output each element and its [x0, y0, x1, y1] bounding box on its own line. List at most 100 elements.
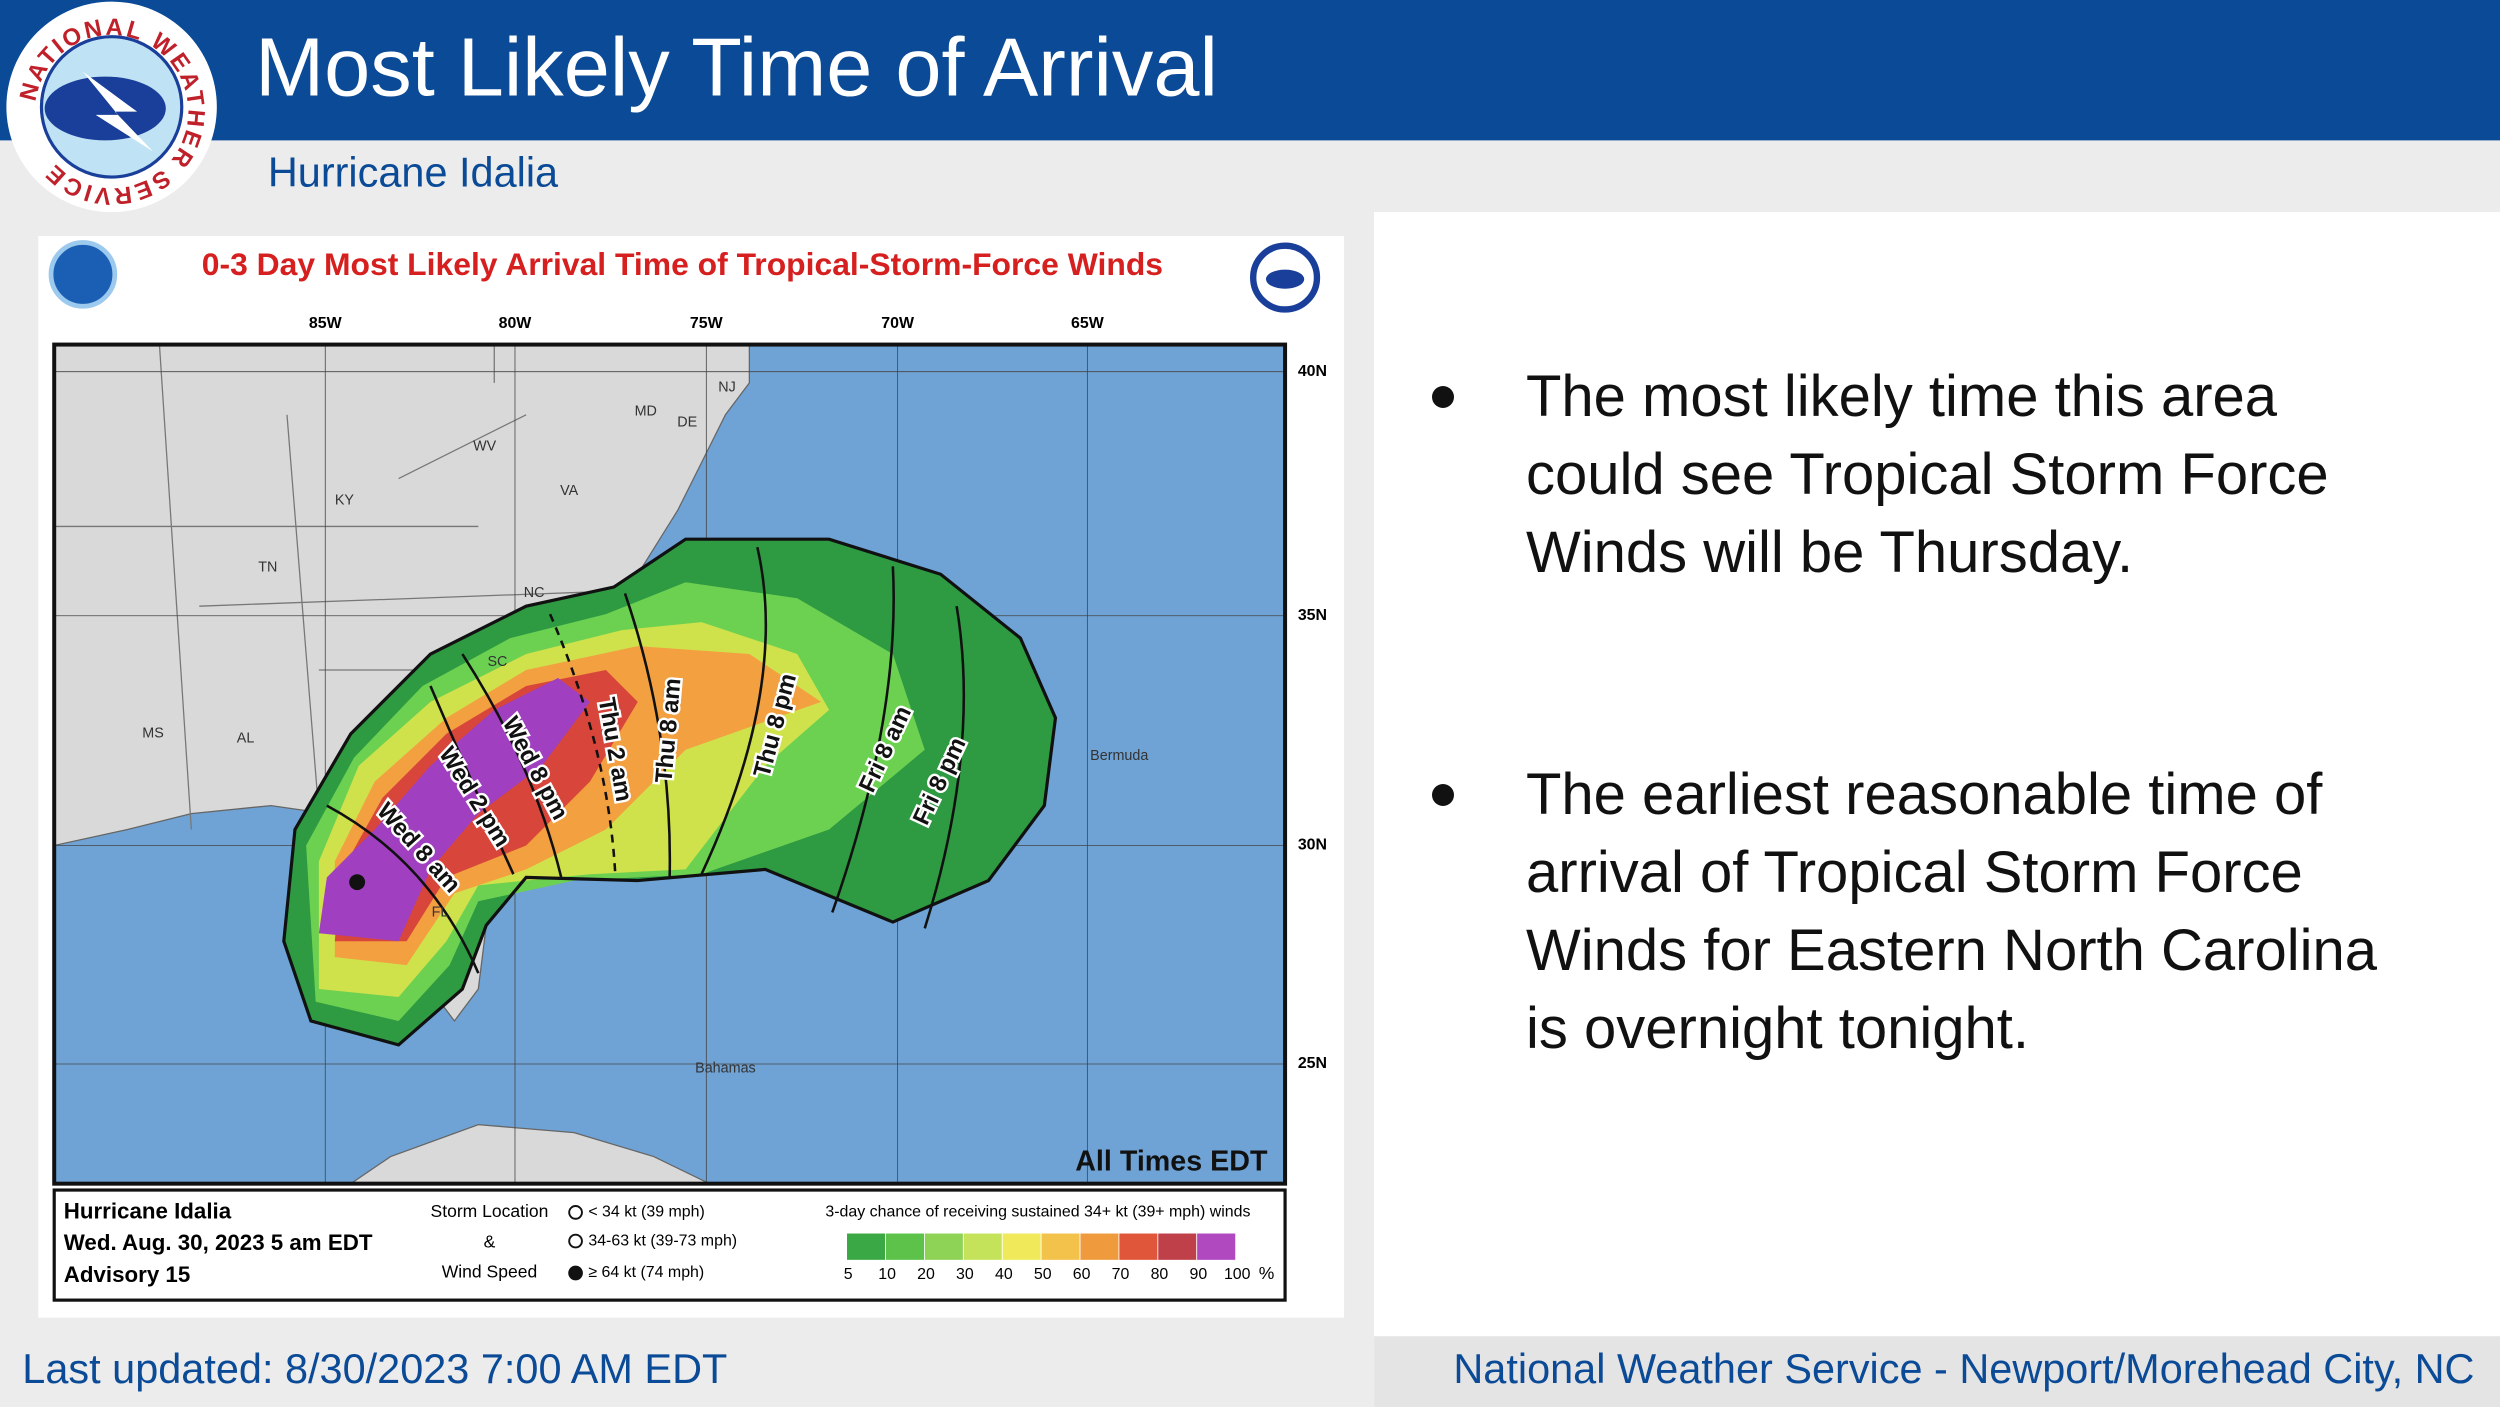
cone-outline	[282, 537, 1058, 1047]
legend-box	[52, 1188, 1287, 1302]
footer-updated: Last updated: 8/30/2023 7:00 AM EDT	[22, 1345, 727, 1392]
legend-scale-label: 90	[1189, 1266, 1207, 1283]
noaa-logo	[48, 240, 118, 309]
legend-chance-title: 3-day chance of receiving sustained 34+ …	[825, 1204, 1250, 1221]
place-label: MS	[142, 726, 164, 742]
place-label: VA	[560, 483, 578, 499]
legend-symbol	[568, 1205, 583, 1220]
header-bar	[0, 0, 2500, 141]
place-label: TN	[258, 560, 277, 576]
legend-scale-label: 80	[1151, 1266, 1169, 1283]
legend-storm: Hurricane Idalia	[64, 1198, 232, 1223]
legend-scale-label: 100	[1224, 1266, 1251, 1283]
bullet-panel: The most likely time this area could see …	[1374, 212, 2500, 1336]
footer-office: National Weather Service - Newport/Moreh…	[1453, 1345, 2474, 1392]
legend-swatch	[846, 1232, 886, 1261]
map-frame	[52, 342, 1288, 1186]
storm-center	[349, 874, 366, 891]
place-label: SC	[487, 654, 507, 670]
legend-scale-label: 20	[917, 1266, 935, 1283]
longitude-label: 70W	[881, 315, 915, 332]
bullet-line: Winds will be Thursday.	[1526, 520, 2134, 585]
place-label: DE	[677, 415, 697, 431]
legend-scale-label: 30	[956, 1266, 974, 1283]
place-label: FL	[432, 904, 449, 920]
place-label: MD	[635, 403, 657, 419]
subtitle: Hurricane Idalia	[268, 148, 559, 195]
place-label: WV	[473, 438, 497, 454]
place-label: Bermuda	[1090, 748, 1148, 764]
legend-swatch	[885, 1232, 925, 1261]
legend-swatch	[1118, 1232, 1159, 1261]
bullet-dot	[1432, 386, 1454, 408]
legend-symbol-label: ≥ 64 kt (74 mph)	[588, 1264, 704, 1281]
logo-cloud	[44, 76, 166, 141]
place-label: Bahamas	[695, 1061, 756, 1077]
place-label: NC	[524, 585, 545, 601]
bullet-line: is overnight tonight.	[1526, 996, 2029, 1061]
longitude-label: 85W	[309, 315, 343, 332]
legend-swatch	[924, 1232, 964, 1261]
wind-band	[318, 677, 590, 942]
place-label: NJ	[718, 379, 736, 395]
latitude-label: 40N	[1298, 363, 1327, 380]
longitude-label: 75W	[690, 315, 724, 332]
legend-scale-label: 40	[995, 1266, 1013, 1283]
time-contour	[700, 546, 768, 875]
footer-right	[1374, 1336, 2500, 1407]
legend-swatch	[1079, 1232, 1120, 1261]
legend-symbol-title: Wind Speed	[442, 1262, 537, 1282]
legend-scale-label: 50	[1034, 1266, 1052, 1283]
legend-swatch	[1157, 1232, 1198, 1261]
map-title: 0-3 Day Most Likely Arrival Time of Trop…	[202, 246, 1163, 282]
legend-scale-label: 70	[1112, 1266, 1130, 1283]
time-contour	[923, 605, 966, 929]
state-border	[158, 344, 192, 830]
legend-symbol-title: &	[484, 1231, 496, 1251]
latitude-label: 30N	[1298, 837, 1327, 854]
bullet-line: The most likely time this area	[1526, 364, 2278, 429]
state-border	[286, 414, 320, 814]
cuba	[349, 1123, 710, 1184]
longitude-label: 80W	[499, 315, 533, 332]
legend-advisory: Advisory 15	[64, 1262, 190, 1287]
time-contour	[831, 566, 895, 913]
bullet-line: could see Tropical Storm Force	[1526, 442, 2329, 507]
map	[54, 344, 1286, 1184]
wind-band	[334, 646, 822, 966]
legend-swatch	[1001, 1232, 1042, 1261]
legend-scale-label: 60	[1073, 1266, 1091, 1283]
legend-date: Wed. Aug. 30, 2023 5 am EDT	[64, 1230, 373, 1255]
time-contour	[429, 685, 515, 875]
title: Most Likely Time of Arrival	[255, 20, 1218, 113]
time-contour	[326, 804, 480, 974]
legend-symbol-label: 34-63 kt (39-73 mph)	[588, 1232, 737, 1249]
legend-symbol	[568, 1265, 583, 1281]
legend-scale-label: 5	[844, 1266, 853, 1283]
legend-scale-label: 10	[878, 1266, 896, 1283]
logo-bolt	[82, 71, 154, 152]
legend-symbol	[568, 1233, 583, 1249]
legend-symbol-label: < 34 kt (39 mph)	[588, 1204, 704, 1221]
latitude-label: 25N	[1298, 1055, 1327, 1072]
place-label: AL	[237, 730, 255, 746]
map-note: All Times EDT	[1075, 1146, 1268, 1178]
state-border	[199, 589, 638, 607]
time-contour	[461, 653, 563, 878]
state-border	[398, 414, 527, 480]
legend-scale-unit: %	[1259, 1263, 1275, 1283]
latitude-label: 35N	[1298, 607, 1327, 624]
nws-logo-cloud	[1265, 269, 1305, 289]
time-contour	[623, 593, 672, 878]
legend-swatch	[1040, 1232, 1081, 1261]
bullet-dot	[1432, 784, 1454, 806]
longitude-label: 65W	[1071, 315, 1105, 332]
bullet-line: The earliest reasonable time of	[1526, 762, 2323, 827]
bullet-line: Winds for Eastern North Carolina	[1526, 918, 2377, 983]
legend-symbol-title: Storm Location	[431, 1201, 549, 1221]
bullet-line: arrival of Tropical Storm Force	[1526, 840, 2303, 905]
place-label: KY	[335, 493, 355, 509]
legend-swatch	[1196, 1232, 1237, 1261]
